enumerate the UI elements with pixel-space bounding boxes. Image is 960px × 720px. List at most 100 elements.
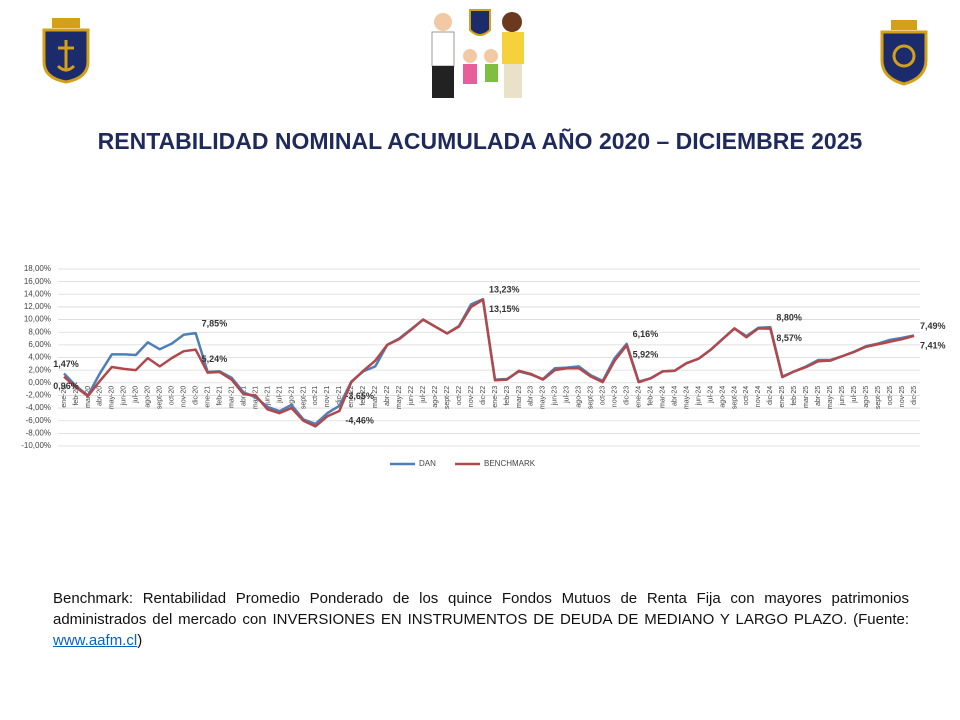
source-link[interactable]: www.aafm.cl: [53, 632, 138, 649]
x-tick-label: may-25: [827, 386, 834, 409]
data-label: 7,85%: [202, 319, 228, 329]
x-tick-label: jul-25: [851, 386, 858, 404]
x-tick-label: dic-24: [767, 386, 774, 405]
x-tick-label: sept-23: [588, 386, 595, 409]
footnote-text: ): [137, 632, 143, 649]
data-label: 7,41%: [920, 340, 946, 350]
x-tick-label: jul-22: [420, 386, 427, 404]
x-tick-label: ago-20: [145, 386, 152, 408]
x-tick-label: feb-23: [504, 386, 511, 406]
x-tick-label: sept-24: [731, 386, 738, 409]
x-tick-label: dic-25: [911, 386, 918, 405]
y-tick-label: 16,00%: [24, 277, 51, 286]
legend-label: DAN: [419, 459, 436, 468]
x-tick-label: sept-25: [875, 386, 882, 409]
x-tick-label: may-23: [540, 386, 547, 409]
data-label: 8,57%: [776, 333, 802, 343]
x-tick-label: jun-24: [695, 386, 702, 407]
y-tick-label: 6,00%: [28, 340, 51, 349]
x-tick-label: ago-22: [432, 386, 439, 408]
y-tick-label: 10,00%: [24, 315, 51, 324]
x-tick-label: sept-20: [157, 386, 164, 409]
x-tick-label: sept-21: [300, 386, 307, 409]
x-tick-label: ago-21: [288, 386, 295, 408]
x-tick-label: abr-21: [240, 386, 247, 406]
data-label: 6,16%: [633, 329, 659, 339]
x-tick-label: may-22: [396, 386, 403, 409]
data-label: 1,47%: [53, 359, 79, 369]
data-label: 8,80%: [776, 313, 802, 323]
x-tick-label: nov-24: [755, 386, 762, 408]
x-tick-label: jul-23: [564, 386, 571, 404]
x-tick-label: dic-22: [480, 386, 487, 405]
x-tick-label: may-20: [109, 386, 116, 409]
x-tick-label: abr-22: [384, 386, 391, 406]
y-tick-label: -6,00%: [26, 416, 51, 425]
x-tick-label: ene-24: [635, 386, 642, 408]
x-tick-label: mar-24: [659, 386, 666, 408]
data-label: -3,65%: [345, 391, 374, 401]
x-tick-label: oct-20: [169, 386, 176, 406]
x-tick-label: oct-25: [887, 386, 894, 406]
data-label: 13,15%: [489, 304, 520, 314]
family-illustration: [431, 9, 524, 98]
x-tick-label: mar-21: [228, 386, 235, 408]
data-label: 13,23%: [489, 285, 520, 295]
x-tick-label: abr-23: [528, 386, 535, 406]
x-tick-label: ene-23: [492, 386, 499, 408]
y-tick-label: 2,00%: [28, 365, 51, 374]
x-tick-label: ene-22: [348, 386, 355, 408]
x-tick-label: nov-20: [181, 386, 188, 408]
x-tick-label: jul-20: [133, 386, 140, 404]
x-tick-label: mar-22: [372, 386, 379, 408]
x-tick-label: nov-22: [468, 386, 475, 408]
y-tick-label: -2,00%: [26, 391, 51, 400]
x-tick-label: jul-21: [276, 386, 283, 404]
x-tick-label: ene-20: [61, 386, 68, 408]
y-tick-label: 0,00%: [28, 378, 51, 387]
x-tick-label: dic-21: [336, 386, 343, 405]
x-tick-label: jun-23: [552, 386, 559, 407]
data-label: 5,24%: [202, 354, 228, 364]
x-tick-label: jun-20: [121, 386, 128, 407]
x-tick-label: sept-22: [444, 386, 451, 409]
logos: [42, 9, 928, 98]
x-tick-label: ago-24: [719, 386, 726, 408]
y-tick-label: -10,00%: [21, 441, 51, 450]
y-tick-label: 4,00%: [28, 353, 51, 362]
y-tick-label: 14,00%: [24, 289, 51, 298]
y-tick-label: -8,00%: [26, 428, 51, 437]
x-tick-label: oct-24: [743, 386, 750, 406]
x-tick-label: ene-21: [204, 386, 211, 408]
x-tick-label: feb-21: [216, 386, 223, 406]
x-tick-label: abr-24: [671, 386, 678, 406]
data-label: 0,96%: [53, 381, 79, 391]
chart: 18,00% 16,00% 14,00% 12,00% 10,00% 8,00% 6,00%…: [21, 264, 946, 468]
x-tick-label: jul-24: [707, 386, 714, 404]
x-tick-label: mar-25: [803, 386, 810, 408]
x-tick-label: abr-20: [97, 386, 104, 406]
x-tick-label: oct-21: [312, 386, 319, 406]
x-tick-label: ago-23: [576, 386, 583, 408]
x-tick-label: may-24: [683, 386, 690, 409]
x-tick-label: ago-25: [863, 386, 870, 408]
x-tick-label: dic-20: [193, 386, 200, 405]
slide-title: RENTABILIDAD NOMINAL ACUMULADA AÑO 2020 …: [97, 128, 863, 154]
x-tick-label: nov-21: [324, 386, 331, 408]
x-tick-label: feb-25: [791, 386, 798, 406]
data-label: 7,49%: [920, 321, 946, 331]
x-tick-label: feb-24: [647, 386, 654, 406]
x-tick-label: jun-21: [264, 386, 271, 407]
y-tick-label: 18,00%: [24, 264, 51, 273]
y-tick-label: 8,00%: [28, 327, 51, 336]
series-line: [63, 298, 915, 428]
footnote-text: Benchmark: Rentabilidad Promedio Pondera…: [53, 590, 909, 628]
x-tick-label: jun-22: [408, 386, 415, 407]
data-label: -4,46%: [345, 415, 374, 425]
x-tick-label: oct-22: [456, 386, 463, 406]
legend-label: BENCHMARK: [484, 459, 536, 468]
right-emblem: [880, 20, 928, 86]
data-label: 5,92%: [633, 350, 659, 360]
x-tick-label: ene-25: [779, 386, 786, 408]
